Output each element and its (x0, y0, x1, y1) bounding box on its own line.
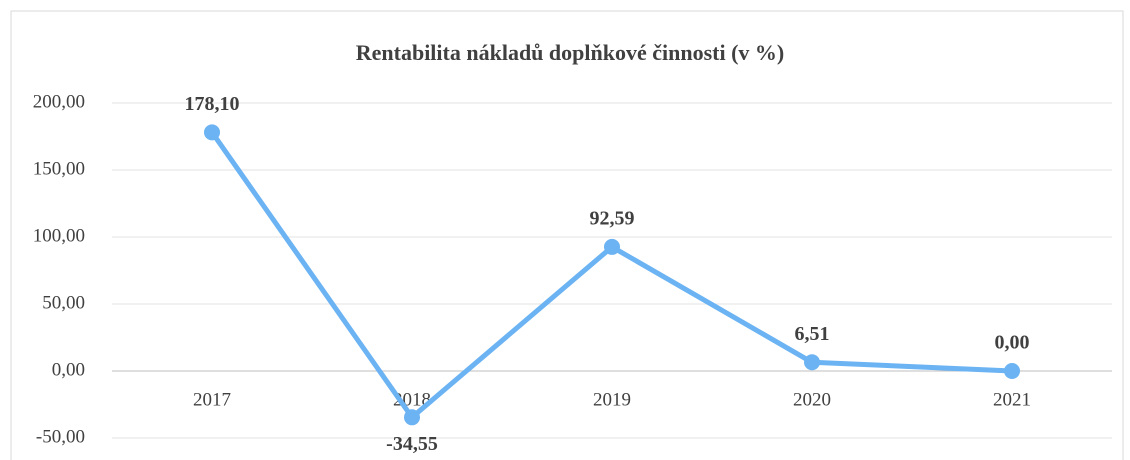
y-tick-label: 150,00 (33, 158, 85, 179)
y-tick-label: -50,00 (36, 426, 85, 447)
point (204, 124, 220, 141)
y-tick-label: 100,00 (33, 225, 85, 246)
data-label: -34,55 (386, 433, 438, 455)
point (404, 409, 420, 426)
x-tick-label: 2020 (793, 389, 831, 410)
y-tick-label: 200,00 (33, 91, 85, 112)
chart-frame (10, 10, 1124, 460)
point (804, 354, 820, 371)
x-tick-label: 2021 (993, 389, 1031, 410)
point (604, 238, 620, 255)
y-tick-label: 0,00 (52, 359, 85, 380)
x-tick-label: 2017 (193, 389, 231, 410)
data-label: 92,59 (590, 208, 635, 230)
data-label: 178,10 (185, 93, 240, 115)
data-label: 6,51 (795, 323, 830, 345)
y-tick-label: 50,00 (42, 292, 85, 313)
data-label: 0,00 (995, 332, 1030, 354)
chart-title: Rentabilita nákladů doplňkové činnosti (… (356, 40, 784, 65)
point (1004, 363, 1020, 379)
x-tick-label: 2019 (593, 389, 631, 410)
